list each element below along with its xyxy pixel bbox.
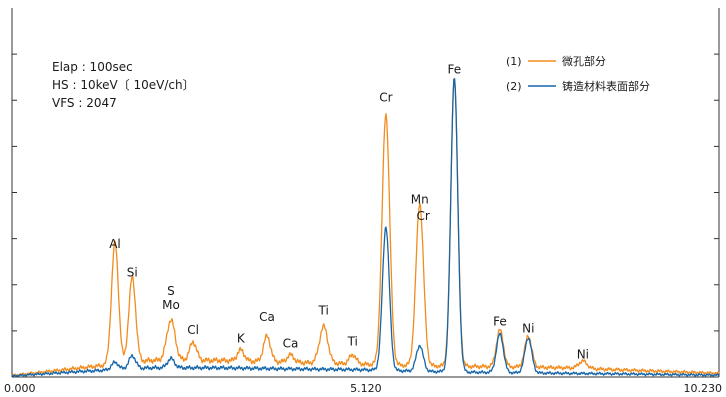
legend-label-1: 微孔部分 bbox=[562, 54, 606, 68]
peak-label: Ni bbox=[522, 321, 534, 335]
peak-label: Cr bbox=[379, 90, 392, 104]
x-tick-label: 0.000 bbox=[4, 382, 36, 395]
legend-id-1: (1) bbox=[506, 55, 522, 68]
x-tick-label: 5.120 bbox=[350, 382, 382, 395]
info-elap: Elap : 100sec bbox=[52, 60, 133, 74]
legend: (1) 微孔部分 (2) 铸造材料表面部分 bbox=[506, 54, 650, 93]
series-layer bbox=[11, 78, 720, 378]
peak-label: Cl bbox=[187, 323, 199, 337]
peak-label: Fe bbox=[447, 63, 461, 77]
legend-item-2: (2) 铸造材料表面部分 bbox=[506, 79, 650, 93]
y-tick-marks bbox=[12, 53, 719, 332]
peak-label: Cr bbox=[417, 209, 430, 223]
series-line-2 bbox=[11, 78, 720, 378]
peak-label: Al bbox=[109, 237, 121, 251]
legend-label-2: 铸造材料表面部分 bbox=[562, 79, 650, 93]
legend-item-1: (1) 微孔部分 bbox=[506, 54, 606, 68]
peak-label: Ca bbox=[259, 310, 275, 324]
peak-label: Ti bbox=[318, 303, 329, 317]
series-line-1 bbox=[11, 78, 720, 377]
info-hs: HS : 10keV〔 10eV/ch〕 bbox=[52, 78, 195, 92]
acquisition-info: Elap : 100sec HS : 10keV〔 10eV/ch〕 VFS :… bbox=[52, 60, 195, 110]
peak-label: Ti bbox=[347, 335, 358, 349]
peak-label: K bbox=[237, 332, 246, 346]
peak-labels: Al Si SMo Cl K Ca Ca Ti Ti Cr Mn Cr Fe Fe Ni Ni bbox=[109, 63, 589, 362]
peak-label: Ni bbox=[577, 348, 589, 362]
peak-label: Mn bbox=[411, 193, 429, 207]
legend-id-2: (2) bbox=[506, 80, 522, 93]
peak-label: Mo bbox=[162, 298, 180, 312]
peak-label: Fe bbox=[493, 314, 507, 328]
peak-label: Si bbox=[127, 266, 138, 280]
peak-label: S bbox=[167, 284, 175, 298]
x-tick-label: 10.230 bbox=[684, 382, 723, 395]
x-tick-labels: 0.000 5.120 10.230 bbox=[4, 382, 722, 395]
peak-label: Ca bbox=[283, 336, 299, 350]
info-vfs: VFS : 2047 bbox=[52, 96, 117, 110]
